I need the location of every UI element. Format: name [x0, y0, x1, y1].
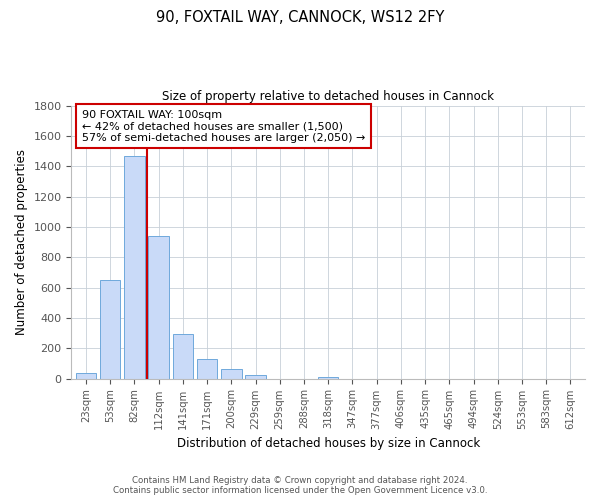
Title: Size of property relative to detached houses in Cannock: Size of property relative to detached ho… [162, 90, 494, 103]
Bar [318, 376, 338, 378]
Text: 90 FOXTAIL WAY: 100sqm
← 42% of detached houses are smaller (1,500)
57% of semi-: 90 FOXTAIL WAY: 100sqm ← 42% of detached… [82, 110, 365, 143]
Bar [197, 359, 217, 378]
Bar [148, 236, 169, 378]
Bar [76, 372, 96, 378]
Bar [221, 368, 242, 378]
Bar [245, 375, 266, 378]
Bar [100, 280, 121, 378]
Bar [124, 156, 145, 378]
Y-axis label: Number of detached properties: Number of detached properties [15, 149, 28, 335]
Bar [173, 334, 193, 378]
X-axis label: Distribution of detached houses by size in Cannock: Distribution of detached houses by size … [176, 437, 480, 450]
Text: Contains HM Land Registry data © Crown copyright and database right 2024.
Contai: Contains HM Land Registry data © Crown c… [113, 476, 487, 495]
Text: 90, FOXTAIL WAY, CANNOCK, WS12 2FY: 90, FOXTAIL WAY, CANNOCK, WS12 2FY [156, 10, 444, 25]
